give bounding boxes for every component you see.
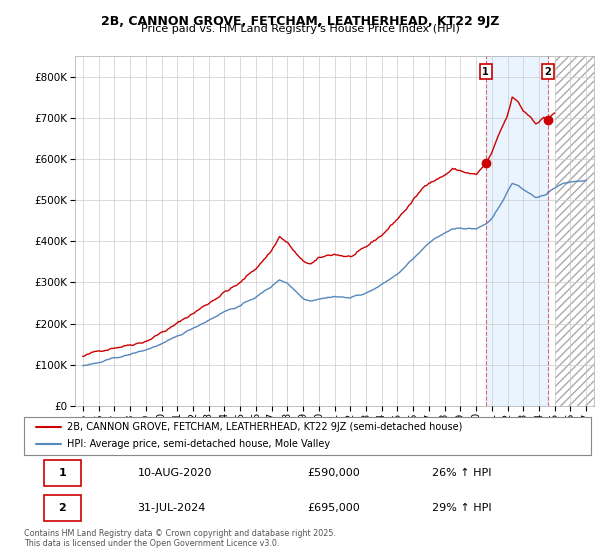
Text: 29% ↑ HPI: 29% ↑ HPI — [432, 503, 492, 513]
FancyBboxPatch shape — [44, 494, 80, 521]
Text: 31-JUL-2024: 31-JUL-2024 — [137, 503, 206, 513]
Text: 2: 2 — [545, 67, 551, 77]
Text: HPI: Average price, semi-detached house, Mole Valley: HPI: Average price, semi-detached house,… — [67, 440, 329, 450]
Text: £695,000: £695,000 — [308, 503, 360, 513]
Text: £590,000: £590,000 — [308, 468, 360, 478]
FancyBboxPatch shape — [44, 460, 80, 486]
Bar — [554, 56, 594, 406]
Text: 26% ↑ HPI: 26% ↑ HPI — [432, 468, 492, 478]
Text: 10-AUG-2020: 10-AUG-2020 — [137, 468, 212, 478]
Text: 2: 2 — [58, 503, 66, 513]
Text: Price paid vs. HM Land Registry's House Price Index (HPI): Price paid vs. HM Land Registry's House … — [140, 24, 460, 34]
Text: 1: 1 — [58, 468, 66, 478]
Text: 1: 1 — [482, 67, 489, 77]
Bar — [554, 56, 594, 406]
Text: Contains HM Land Registry data © Crown copyright and database right 2025.
This d: Contains HM Land Registry data © Crown c… — [24, 529, 336, 548]
Text: 2B, CANNON GROVE, FETCHAM, LEATHERHEAD, KT22 9JZ: 2B, CANNON GROVE, FETCHAM, LEATHERHEAD, … — [101, 15, 499, 27]
Text: 2B, CANNON GROVE, FETCHAM, LEATHERHEAD, KT22 9JZ (semi-detached house): 2B, CANNON GROVE, FETCHAM, LEATHERHEAD, … — [67, 422, 462, 432]
Bar — [486, 56, 548, 406]
